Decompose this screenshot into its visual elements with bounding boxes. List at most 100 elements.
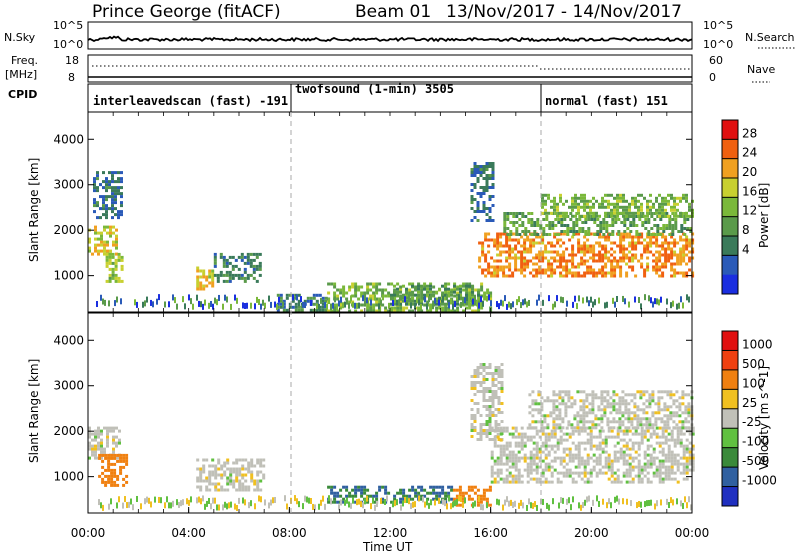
heatmap-cell: [240, 255, 244, 259]
heatmap-cell: [235, 467, 239, 471]
heatmap-cell: [593, 218, 597, 221]
heatmap-cell: [669, 390, 673, 394]
heatmap-cell: [117, 192, 120, 196]
heatmap-cell: [667, 447, 671, 451]
heatmap-cell: [612, 399, 616, 403]
heatmap-cell: [282, 305, 286, 309]
heatmap-cell: [499, 265, 503, 269]
heatmap-cell: [363, 491, 367, 495]
heatmap-cell: [539, 224, 543, 227]
heatmap-cell: [101, 477, 105, 481]
heatmap-cell: [526, 262, 530, 266]
heatmap-cell: [681, 420, 685, 424]
heatmap-cell: [102, 198, 105, 202]
heatmap-cell: [565, 247, 569, 251]
heatmap-cell: [595, 241, 599, 245]
heatmap-cell: [511, 435, 515, 439]
heatmap-cell: [297, 308, 301, 312]
heatmap-cell: [211, 284, 215, 288]
heatmap-cell: [658, 205, 661, 209]
heatmap-cell: [673, 444, 677, 448]
heatmap-cell: [364, 498, 366, 505]
heatmap-cell: [113, 471, 117, 475]
heatmap-cell: [619, 250, 623, 254]
heatmap-cell: [588, 402, 592, 406]
heatmap-cell: [550, 432, 554, 436]
heatmap-cell: [256, 296, 258, 303]
heatmap-cell: [448, 302, 450, 309]
heatmap-cell: [552, 417, 556, 421]
heatmap-cell: [589, 247, 593, 251]
heatmap-cell: [600, 417, 604, 421]
heatmap-cell: [573, 414, 577, 418]
heatmap-cell: [435, 297, 439, 301]
heatmap-cell: [586, 480, 590, 484]
heatmap-cell: [199, 275, 203, 279]
heatmap-cell: [661, 211, 664, 215]
heatmap-cell: [682, 238, 686, 242]
heatmap-cell: [205, 284, 209, 288]
heatmap-cell: [586, 271, 590, 275]
heatmap-cell: [612, 297, 614, 304]
heatmap-cell: [514, 456, 518, 460]
heatmap-cell: [628, 241, 632, 245]
heatmap-cell: [637, 235, 641, 239]
heatmap-cell: [619, 259, 623, 263]
heatmap-cell: [97, 447, 100, 451]
heatmap-cell: [610, 274, 614, 278]
heatmap-cell: [517, 435, 521, 439]
heatmap-cell: [589, 432, 593, 436]
heatmap-cell: [532, 441, 536, 445]
heatmap-cell: [321, 308, 325, 312]
heatmap-cell: [282, 308, 286, 312]
heatmap-cell: [258, 298, 260, 305]
heatmap-cell: [681, 396, 685, 400]
heatmap-cell: [658, 214, 661, 218]
heatmap-cell: [496, 459, 500, 463]
heatmap-cell: [476, 500, 480, 504]
heatmap-cell: [625, 214, 628, 218]
heatmap-cell: [423, 293, 426, 297]
heatmap-cell: [460, 496, 462, 503]
heatmap-cell: [576, 423, 580, 427]
heatmap-cell: [593, 233, 597, 236]
heatmap-cell: [506, 227, 510, 230]
heatmap-cell: [342, 302, 344, 309]
heatmap-cell: [640, 193, 643, 197]
heatmap-cell: [622, 235, 626, 239]
heatmap-cell: [514, 468, 518, 472]
heatmap-cell: [625, 480, 629, 484]
heatmap-cell: [372, 297, 376, 301]
heatmap-cell: [493, 438, 497, 442]
heatmap-cell: [629, 221, 633, 224]
heatmap-cell: [553, 271, 557, 275]
heatmap-cell: [108, 261, 112, 265]
heatmap-cell: [589, 447, 593, 451]
heatmap-cell: [480, 306, 484, 310]
heatmap-cell: [649, 244, 653, 248]
heatmap-cell: [102, 186, 105, 190]
heatmap-cell: [547, 465, 551, 469]
heatmap-cell: [576, 414, 580, 418]
velocity-frame: [87, 312, 693, 514]
heatmap-cell: [591, 408, 595, 412]
heatmap-cell: [515, 215, 519, 218]
heatmap-cell: [97, 231, 100, 235]
heatmap-cell: [482, 381, 486, 384]
heatmap-cell: [616, 262, 620, 266]
heatmap-cell: [339, 306, 343, 310]
heatmap-cell: [562, 211, 565, 215]
heatmap-cell: [682, 244, 686, 248]
heatmap-cell: [658, 468, 662, 472]
heatmap-cell: [461, 491, 465, 495]
heatmap-cell: [98, 474, 102, 478]
heatmap-cell: [488, 432, 492, 435]
heatmap-cell: [471, 309, 475, 313]
heatmap-cell: [491, 393, 495, 396]
heatmap-cell: [541, 441, 545, 445]
heatmap-cell: [667, 474, 671, 478]
heatmap-cell: [574, 274, 578, 278]
heatmap-cell: [357, 297, 361, 301]
heatmap-cell: [565, 262, 569, 266]
